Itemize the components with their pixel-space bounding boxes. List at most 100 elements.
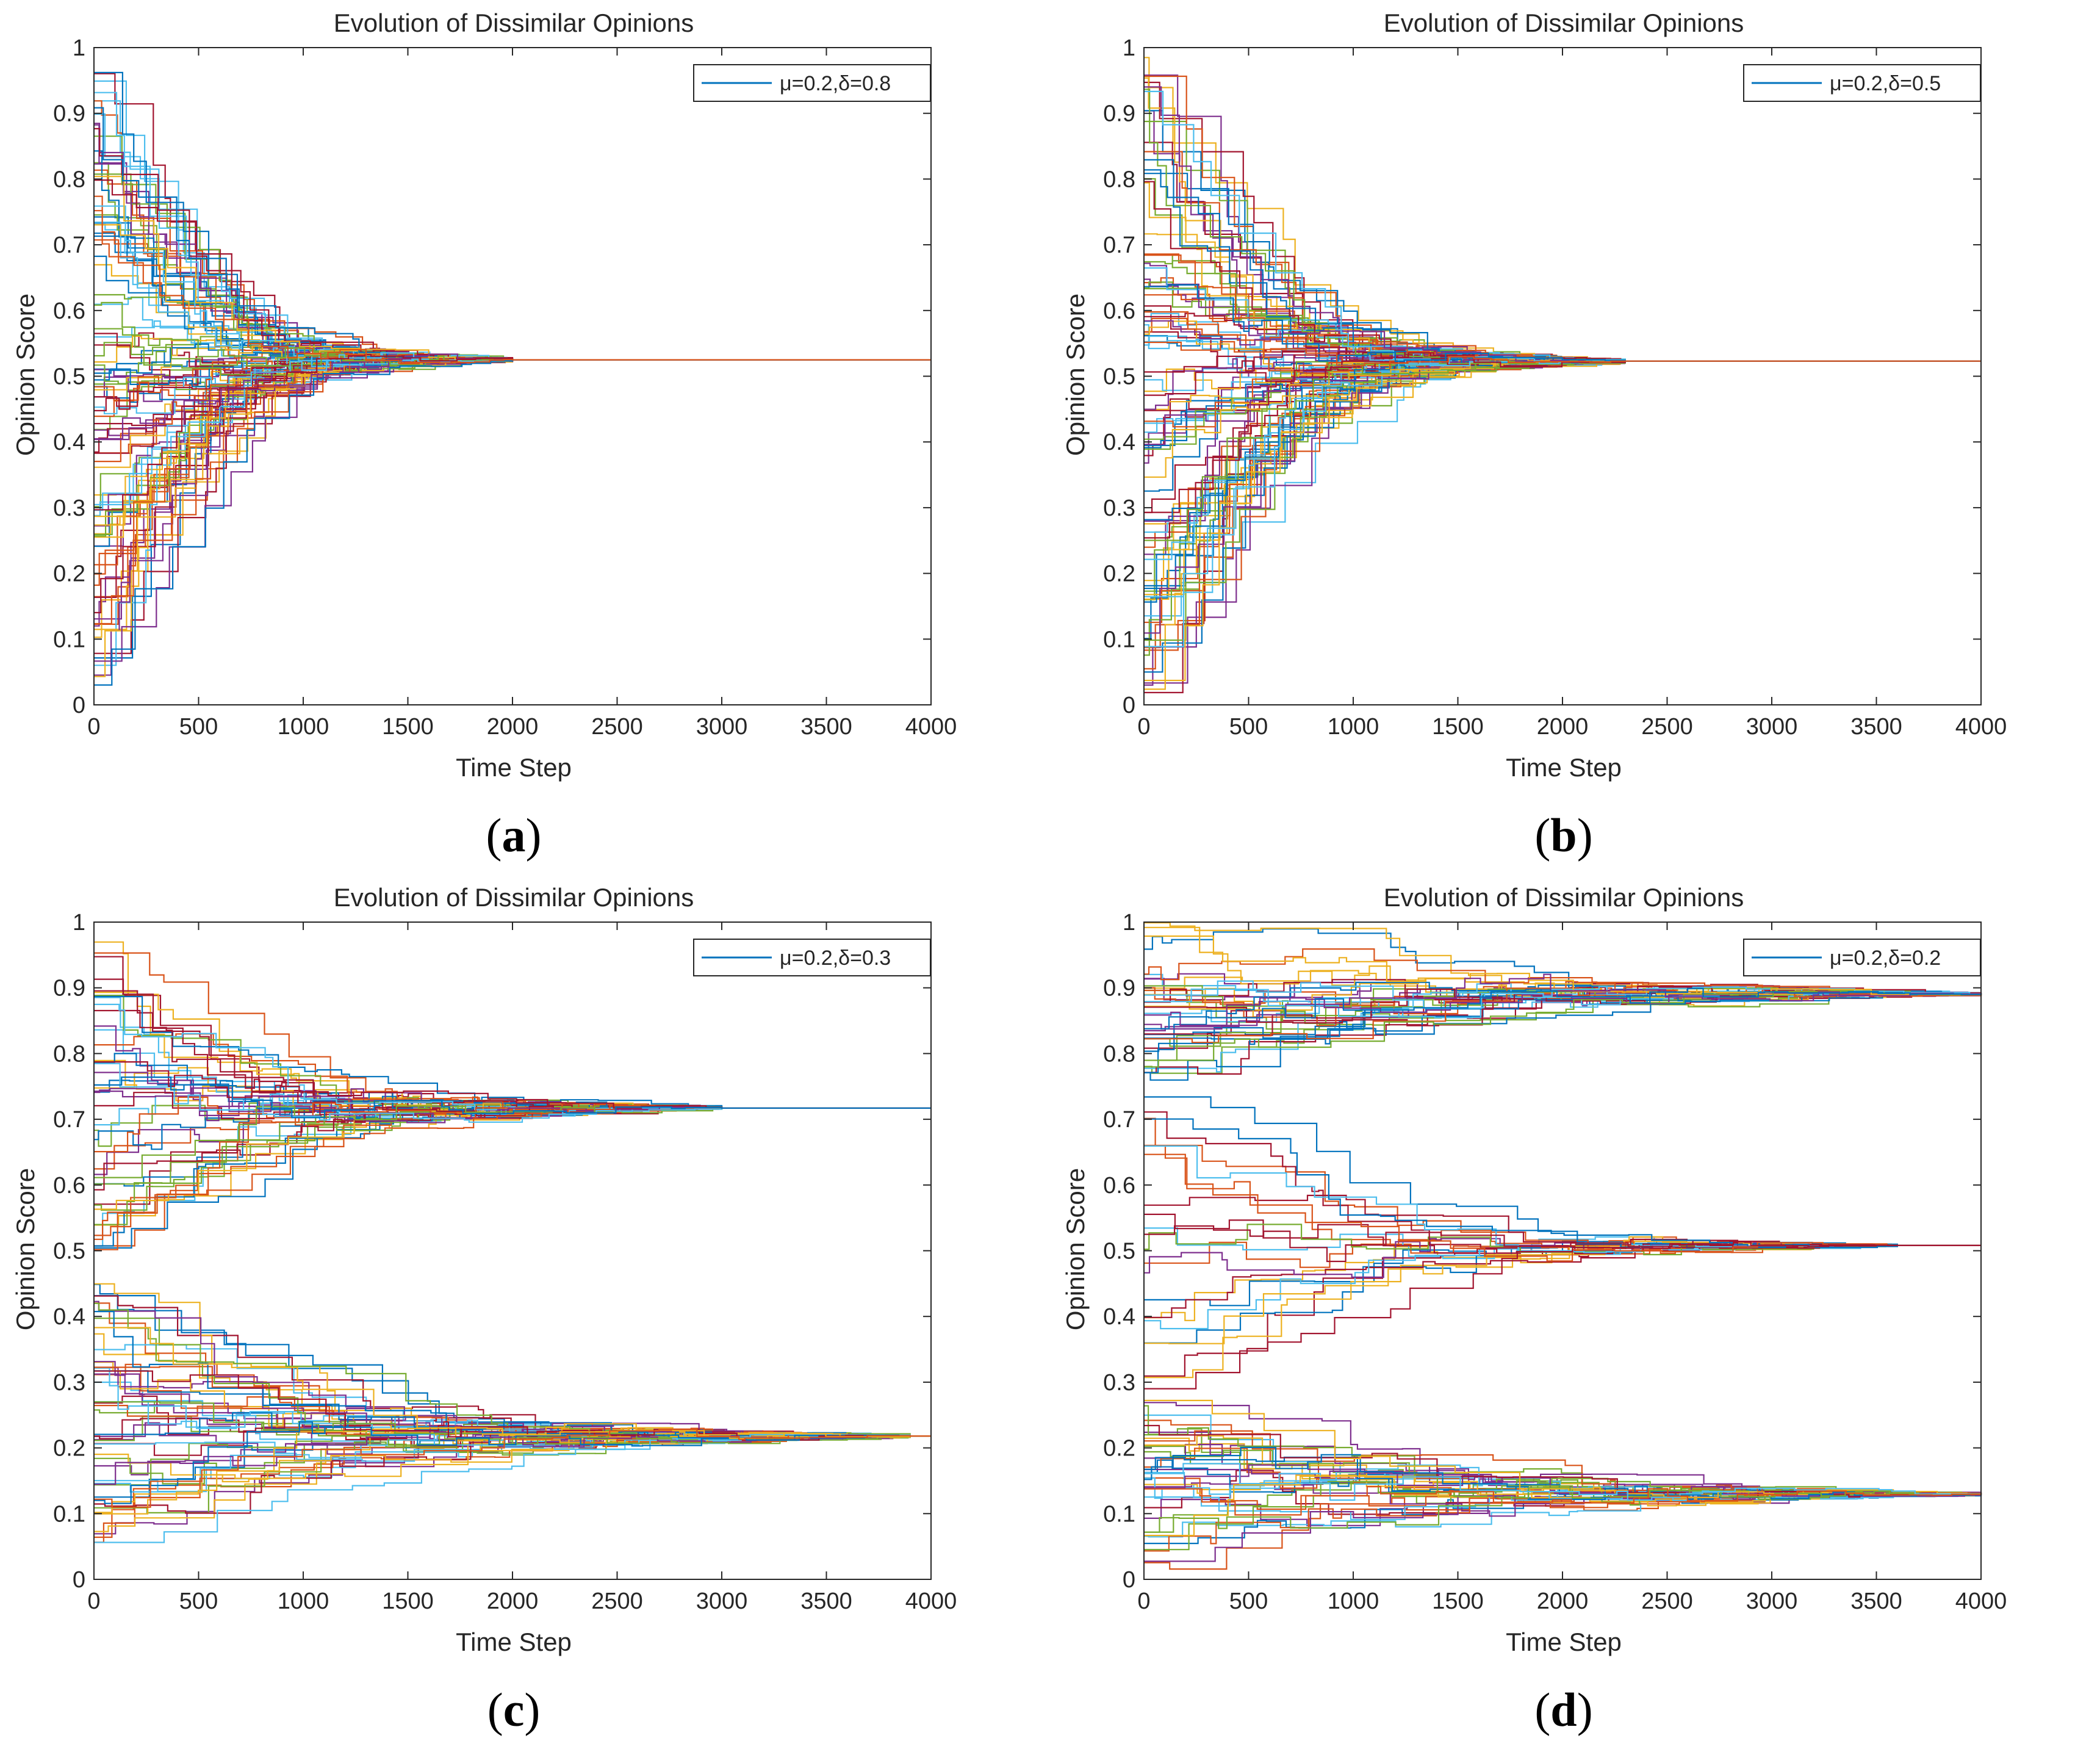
- y-tick-label: 0.8: [53, 167, 85, 192]
- opinion-trajectory: [94, 71, 931, 361]
- y-axis-label: Opinion Score: [1061, 1168, 1090, 1330]
- opinion-trajectory: [94, 100, 931, 361]
- opinion-trajectory: [1144, 1244, 1981, 1330]
- opinion-trajectory: [94, 350, 931, 547]
- y-axis-label: Opinion Score: [11, 1168, 40, 1330]
- x-axis-label: Time Step: [456, 1628, 572, 1656]
- panel-caption: (b): [1534, 809, 1592, 862]
- y-tick-label: 0.7: [53, 233, 85, 258]
- panel-caption-letter: c: [503, 1683, 525, 1736]
- x-tick-label: 2000: [487, 1589, 539, 1614]
- opinion-trajectory: [94, 73, 931, 361]
- x-tick-label: 3500: [800, 1589, 852, 1614]
- x-tick-label: 2500: [591, 714, 643, 740]
- opinion-trajectory: [1144, 1477, 1982, 1551]
- y-tick-label: 0.1: [1103, 1501, 1135, 1527]
- opinion-trajectory: [1144, 88, 1981, 365]
- x-tick-label: 1000: [1328, 1589, 1379, 1614]
- opinion-trajectory: [94, 352, 931, 505]
- opinion-trajectory: [1144, 284, 1981, 362]
- opinion-trajectory: [94, 80, 931, 366]
- opinion-trajectory: [94, 100, 931, 363]
- x-tick-label: 4000: [1955, 714, 2007, 740]
- x-tick-label: 2500: [1641, 1589, 1693, 1614]
- chart-title: Evolution of Dissimilar Opinions: [1384, 9, 1744, 37]
- opinion-trajectory: [1144, 358, 1981, 603]
- y-tick-label: 0.3: [53, 496, 85, 521]
- legend-label: μ=0.2,δ=0.3: [780, 947, 891, 970]
- x-tick-label: 4000: [905, 714, 957, 740]
- opinion-trajectory: [94, 992, 931, 1116]
- x-axis-label: Time Step: [1506, 1628, 1622, 1656]
- x-tick-label: 0: [87, 714, 100, 740]
- x-tick-label: 4000: [1955, 1589, 2007, 1614]
- y-tick-label: 0.4: [53, 430, 85, 455]
- chart-panel-a: Evolution of Dissimilar Opinions 0 500 100…: [0, 0, 1050, 874]
- chart-title: Evolution of Dissimilar Opinions: [334, 883, 694, 912]
- chart-a: Evolution of Dissimilar Opinions 0 500 100…: [11, 9, 957, 862]
- opinion-trajectory: [1144, 86, 1981, 367]
- x-tick-label: 1000: [1328, 714, 1379, 740]
- x-tick-label: 0: [1137, 714, 1150, 740]
- panel-caption-letter: a: [502, 809, 526, 862]
- y-tick-label: 0.9: [1103, 101, 1135, 127]
- x-tick-label: 1500: [382, 714, 434, 740]
- opinion-trajectory: [1144, 359, 1981, 617]
- x-tick-label: 1500: [382, 1589, 434, 1614]
- opinion-trajectory: [1144, 926, 1981, 995]
- y-tick-label: 1: [73, 35, 85, 61]
- opinion-trajectory: [1144, 358, 1981, 634]
- opinion-trajectory: [1144, 1236, 1981, 1344]
- y-tick-label: 0.8: [53, 1041, 85, 1067]
- y-tick-label: 0.2: [53, 1436, 85, 1462]
- x-tick-label: 3000: [696, 714, 748, 740]
- opinion-trajectory: [1144, 1144, 1981, 1254]
- y-tick-label: 0.7: [1103, 1107, 1135, 1133]
- y-tick-label: 0.9: [53, 101, 85, 127]
- y-tick-label: 0: [73, 1567, 85, 1593]
- opinion-trajectory: [1144, 90, 1981, 367]
- legend: μ=0.2,δ=0.5: [1743, 64, 1981, 102]
- x-tick-label: 2500: [1641, 714, 1693, 740]
- x-tick-label: 500: [179, 1589, 218, 1614]
- opinion-trajectory: [94, 1423, 931, 1515]
- legend-label: μ=0.2,δ=0.8: [780, 72, 891, 95]
- y-tick-label: 0.6: [53, 1173, 85, 1199]
- opinion-trajectory: [94, 113, 931, 361]
- x-tick-label: 3500: [800, 714, 852, 740]
- opinion-trajectory: [94, 1062, 931, 1123]
- opinion-trajectory: [1144, 355, 1981, 647]
- opinion-trajectory: [94, 210, 931, 364]
- opinion-trajectory: [1144, 360, 1981, 596]
- legend: μ=0.2,δ=0.2: [1743, 939, 1981, 976]
- opinion-trajectory: [94, 1428, 931, 1508]
- opinion-trajectory: [1144, 359, 1981, 600]
- opinion-trajectory: [1144, 1118, 1981, 1249]
- chart-b: Evolution of Dissimilar Opinions 0 500 100…: [1061, 9, 2007, 862]
- chart-c: Evolution of Dissimilar Opinions 0 500 100…: [11, 883, 957, 1736]
- y-tick-label: 0.7: [1103, 233, 1135, 258]
- x-tick-label: 500: [179, 714, 218, 740]
- x-tick-label: 0: [87, 1589, 100, 1614]
- x-tick-label: 2500: [591, 1589, 643, 1614]
- y-tick-label: 0.9: [53, 976, 85, 1001]
- series-lines: [94, 71, 931, 686]
- opinion-trajectory: [1144, 341, 1981, 366]
- x-tick-label: 3500: [1850, 714, 1902, 740]
- opinion-trajectory: [94, 359, 931, 686]
- y-tick-label: 0.7: [53, 1107, 85, 1133]
- tick-marks: 0 500 1000 1500 2000 2500 3000 3500 4000 0 0.1 0.2 0…: [53, 35, 957, 740]
- series-lines: [1144, 922, 1982, 1570]
- y-tick-label: 0.2: [1103, 561, 1135, 587]
- opinion-trajectory: [94, 1370, 931, 1441]
- opinion-trajectory: [94, 107, 931, 363]
- opinion-trajectory: [1144, 1145, 1981, 1253]
- y-tick-label: 0.5: [53, 1239, 85, 1264]
- y-tick-label: 0.6: [1103, 298, 1135, 324]
- series-lines: [94, 941, 931, 1543]
- opinion-trajectory: [1144, 359, 1981, 641]
- y-tick-label: 0.3: [1103, 496, 1135, 521]
- opinion-trajectory: [1144, 110, 1981, 367]
- x-tick-label: 1500: [1432, 714, 1484, 740]
- axes-box: [93, 47, 932, 705]
